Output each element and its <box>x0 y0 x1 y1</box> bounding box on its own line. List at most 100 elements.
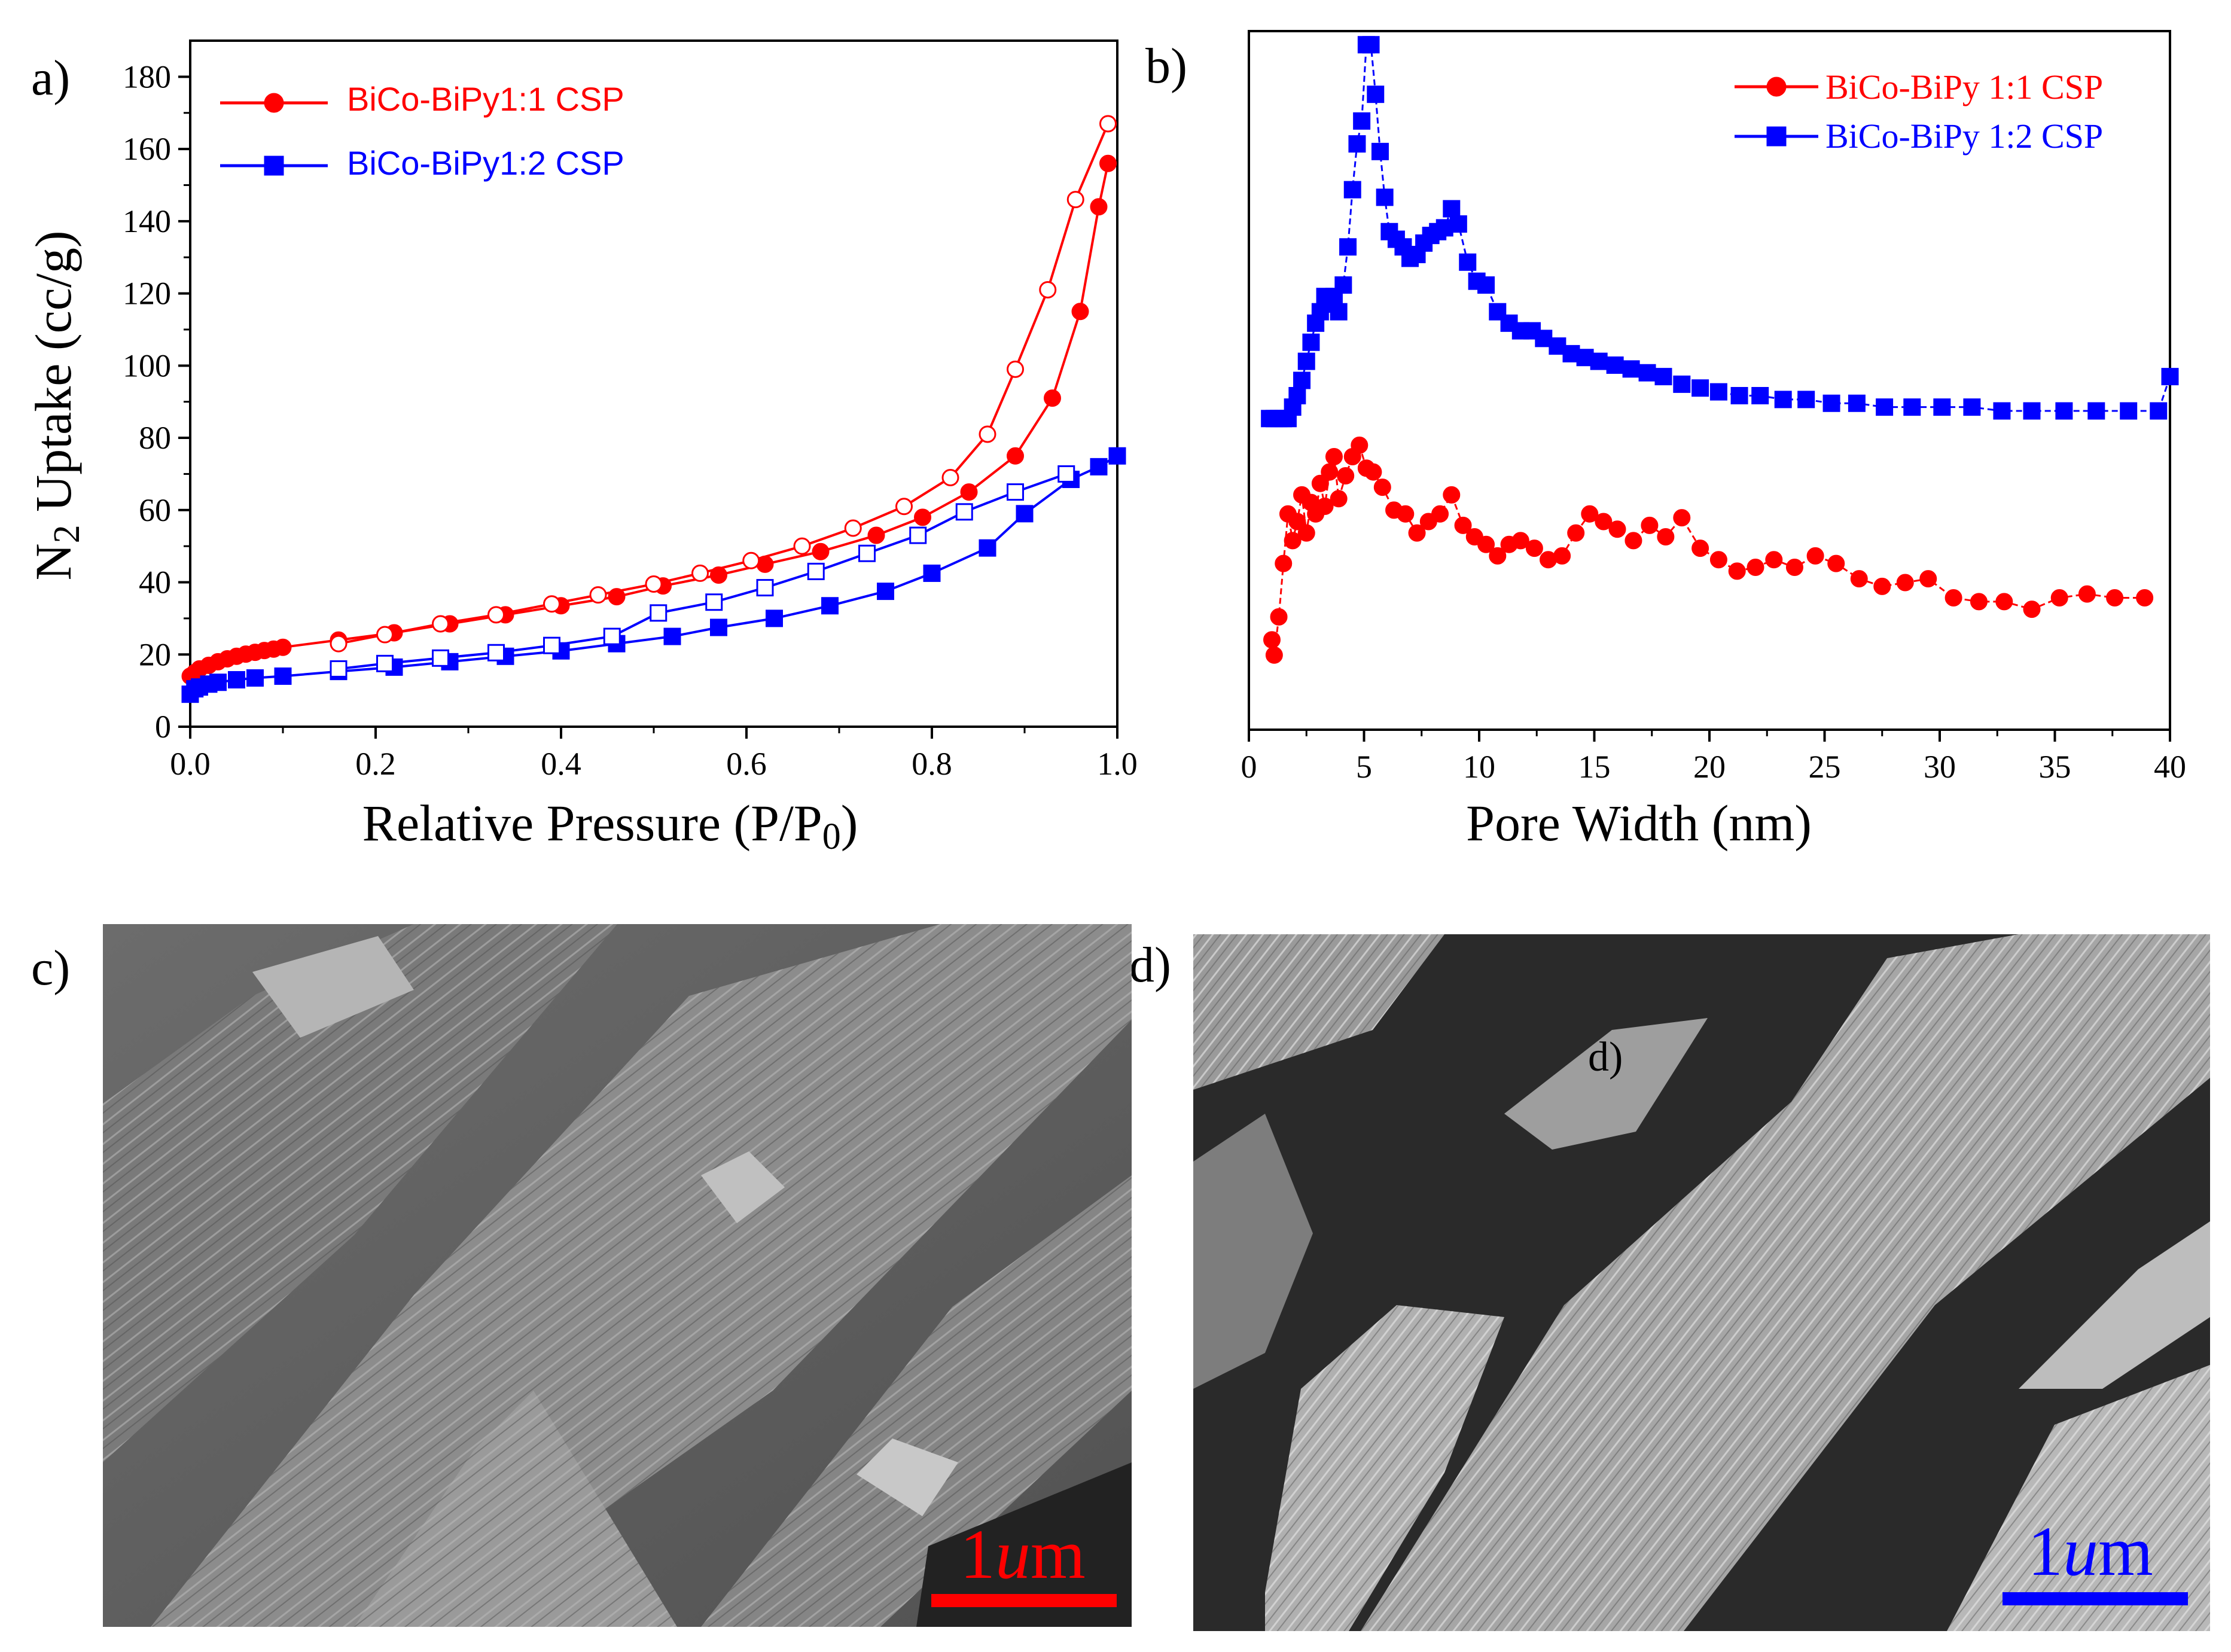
isotherm-series-2-adsorption-point <box>1016 505 1034 523</box>
pore-series-2-point <box>1933 398 1951 416</box>
isotherm-series-1-desorption-point <box>793 537 811 555</box>
isotherm-series-1-desorption-point <box>742 551 760 569</box>
pore-x-tick-label: 10 <box>1463 749 1495 785</box>
isotherm-y-tick-label: 100 <box>123 348 171 383</box>
pore-series-1-point <box>1567 524 1585 542</box>
pore-series-1-point <box>1489 547 1507 565</box>
pore-series-1-point <box>1477 535 1495 553</box>
pore-series-1-point <box>2050 589 2068 607</box>
isotherm-y-tick-label: 40 <box>139 565 171 601</box>
pore-series-1-point <box>1321 463 1339 481</box>
isotherm-legend-label-2: BiCo-BiPy1:2 CSP <box>347 144 624 182</box>
pore-series-2-point <box>1367 86 1385 103</box>
isotherm-series-2-desorption-point <box>432 649 449 667</box>
isotherm-series-1-desorption-point <box>979 425 996 443</box>
pore-x-tick-label: 25 <box>1809 749 1841 785</box>
isotherm-series-1-desorption-point <box>330 635 348 653</box>
pore-series-1-point <box>1806 547 1824 565</box>
isotherm-series-2-adsorption-point <box>209 673 227 691</box>
pore-series-2-point <box>2055 402 2073 420</box>
isotherm-series-1-desorption-point <box>1039 281 1057 299</box>
panel-label-d: d) <box>1129 937 1171 993</box>
pore-series-2-point <box>1477 276 1495 294</box>
isotherm-x-tick-label: 0.0 <box>170 746 211 782</box>
pore-series-2-point <box>1691 379 1709 397</box>
isotherm-series-1-adsorption-point <box>960 483 978 501</box>
pore-series-1-point <box>1284 532 1302 550</box>
pore-x-tick-label: 35 <box>2039 749 2071 785</box>
isotherm-series-2-desorption-point <box>603 627 621 645</box>
pore-series-1-point <box>1673 509 1691 527</box>
pore-series-1-point <box>2106 589 2124 607</box>
pore-series-2-point <box>1449 215 1467 233</box>
isotherm-series-1-adsorption-point <box>1044 389 1061 407</box>
isotherm-series-1-desorption-point <box>1007 360 1024 378</box>
pore-series-1-point <box>1297 524 1315 542</box>
pore-x-tick-label: 15 <box>1578 749 1611 785</box>
isotherm-x-axis-label: Relative Pressure (P/P0) <box>362 794 858 857</box>
pore-series-2-point <box>2023 402 2041 420</box>
pore-series-1-point <box>1325 448 1343 466</box>
isotherm-y-tick-label: 160 <box>123 131 171 167</box>
pore-series-1-point <box>1919 570 1937 588</box>
isotherm-x-tick-label: 0.2 <box>355 746 396 782</box>
pore-series-2-point <box>1334 276 1352 294</box>
pore-series-2-point <box>1822 394 1840 412</box>
isotherm-series-2-desorption-point <box>705 593 723 611</box>
isotherm-series-1-desorption-point <box>543 595 560 613</box>
pore-series-1-point <box>1275 554 1293 572</box>
isotherm-y-tick-label: 0 <box>155 709 171 745</box>
pore-width-chart: 0 5 10 15 20 25 30 35 40 BiCo-BiPy 1:1 CSP BiCo-… <box>1241 30 2186 852</box>
isotherm-y-tick-label: 180 <box>123 59 171 95</box>
pore-series-2-point <box>1348 135 1366 153</box>
pore-series-2-point <box>1903 398 1921 416</box>
isotherm-series-1-adsorption-point <box>867 526 885 544</box>
isotherm-series-2-adsorption-point <box>663 627 681 645</box>
pore-series-2-point <box>1797 391 1815 409</box>
isotherm-series-1-desorption-line <box>338 123 1110 645</box>
pore-series-2-point <box>1362 36 1380 54</box>
isotherm-legend-label-1: BiCo-BiPy1:1 CSP <box>347 80 624 118</box>
isotherm-series-2-adsorption-point <box>274 667 292 685</box>
pore-series-2-point <box>1848 394 1866 412</box>
pore-series-1-point <box>1641 516 1659 534</box>
isotherm-series-1-desorption-point <box>844 519 862 537</box>
pore-legend-label-2: BiCo-BiPy 1:2 CSP <box>1825 117 2103 156</box>
isotherm-series-1-desorption-point <box>1066 191 1084 209</box>
isotherm-series-2-adsorption-point <box>979 539 996 557</box>
pore-series-1-point <box>1896 574 1914 592</box>
pore-series-1-point <box>1431 505 1449 523</box>
panel-label-c: c) <box>31 940 71 996</box>
pore-series-1-point <box>1351 436 1369 454</box>
isotherm-series-2-desorption-point <box>1057 465 1075 483</box>
isotherm-y-tick-label: 120 <box>123 276 171 312</box>
isotherm-series-2-desorption-point <box>858 544 876 562</box>
isotherm-x-tick-label: 0.6 <box>726 746 767 782</box>
panel-label-b: b) <box>1145 38 1187 94</box>
pore-legend-label-1: BiCo-BiPy 1:1 CSP <box>1825 68 2103 106</box>
pore-series-1-point <box>2078 585 2096 603</box>
pore-series-1-point <box>1330 490 1348 508</box>
isotherm-series-2-adsorption-line <box>189 455 1118 695</box>
pore-series-2-point <box>2161 368 2179 386</box>
sem-image-c <box>103 924 1132 1627</box>
pore-series-1-point <box>1337 467 1355 484</box>
pore-series-1-point <box>1785 559 1803 577</box>
pore-series-1-point <box>1265 646 1283 664</box>
pore-series-1-point <box>1408 524 1426 542</box>
pore-series-2-point <box>1293 371 1311 389</box>
isotherm-series-1-desorption-point <box>895 498 913 516</box>
pore-legend-marker-2 <box>1766 126 1787 147</box>
pore-series-2-point <box>1876 398 1894 416</box>
pore-series-1-point <box>1873 577 1891 595</box>
isotherm-series-1-adsorption-line <box>189 163 1110 678</box>
isotherm-series-2-desorption-point <box>909 526 927 544</box>
isotherm-x-tick-label: 1.0 <box>1097 746 1136 782</box>
pore-series-2-point <box>1443 200 1461 218</box>
pore-series-1-point <box>1995 593 2013 611</box>
isotherm-series-2-desorption-point <box>330 660 348 678</box>
isotherm-series-1-desorption-point <box>432 615 449 633</box>
pore-series-2-point <box>1330 303 1348 321</box>
isotherm-x-tick-label: 0.8 <box>912 746 952 782</box>
pore-x-tick-label: 40 <box>2154 749 2186 785</box>
